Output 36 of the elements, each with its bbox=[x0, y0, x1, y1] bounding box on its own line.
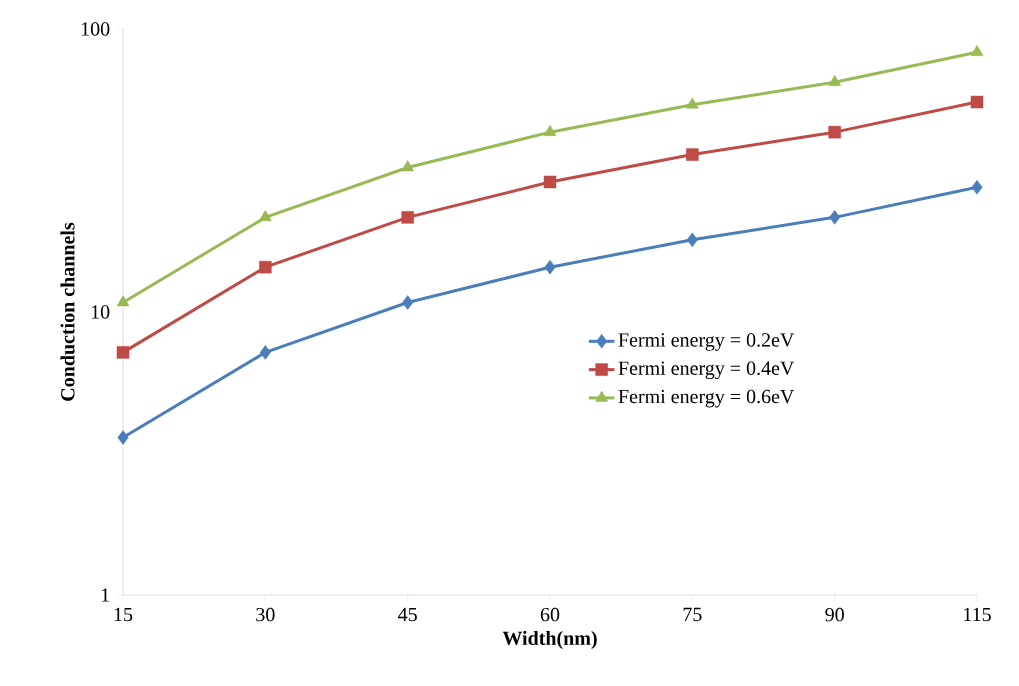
point bbox=[259, 210, 272, 222]
point bbox=[544, 259, 556, 275]
point bbox=[402, 295, 414, 310]
x-tick-label: 115 bbox=[964, 607, 991, 622]
x-tick-label: 30 bbox=[256, 607, 275, 622]
point bbox=[971, 179, 983, 195]
x-tick-label: 90 bbox=[825, 607, 844, 622]
point bbox=[259, 260, 272, 274]
point bbox=[117, 430, 129, 445]
point bbox=[686, 97, 699, 109]
point bbox=[116, 295, 130, 307]
y-tick-label: 10 bbox=[91, 305, 110, 319]
x-tick-label: 60 bbox=[540, 607, 560, 622]
point bbox=[401, 160, 414, 172]
point bbox=[259, 345, 271, 360]
point bbox=[401, 211, 414, 224]
point bbox=[116, 346, 130, 359]
point bbox=[970, 44, 984, 56]
point bbox=[970, 95, 984, 109]
x-tick-label: 45 bbox=[398, 607, 417, 622]
point bbox=[686, 232, 698, 248]
legend-label: Fermi energy = 0.2eV bbox=[618, 333, 795, 351]
x-tick-label: 75 bbox=[683, 607, 702, 622]
legend-label: Fermi energy = 0.6eV bbox=[618, 389, 795, 408]
point bbox=[686, 148, 699, 161]
point bbox=[543, 124, 557, 136]
y-tick-label: 1 bbox=[101, 588, 109, 602]
point bbox=[543, 175, 557, 189]
point bbox=[829, 210, 841, 225]
point bbox=[828, 75, 841, 87]
x-axis-title: Width(nm) bbox=[502, 630, 597, 650]
x-tick-label: 15 bbox=[114, 607, 133, 622]
y-tick-label: 100 bbox=[81, 22, 110, 36]
point bbox=[828, 125, 841, 139]
y-axis-title: Conduction channels bbox=[60, 222, 75, 401]
legend-label: Fermi energy = 0.4eV bbox=[618, 361, 795, 380]
